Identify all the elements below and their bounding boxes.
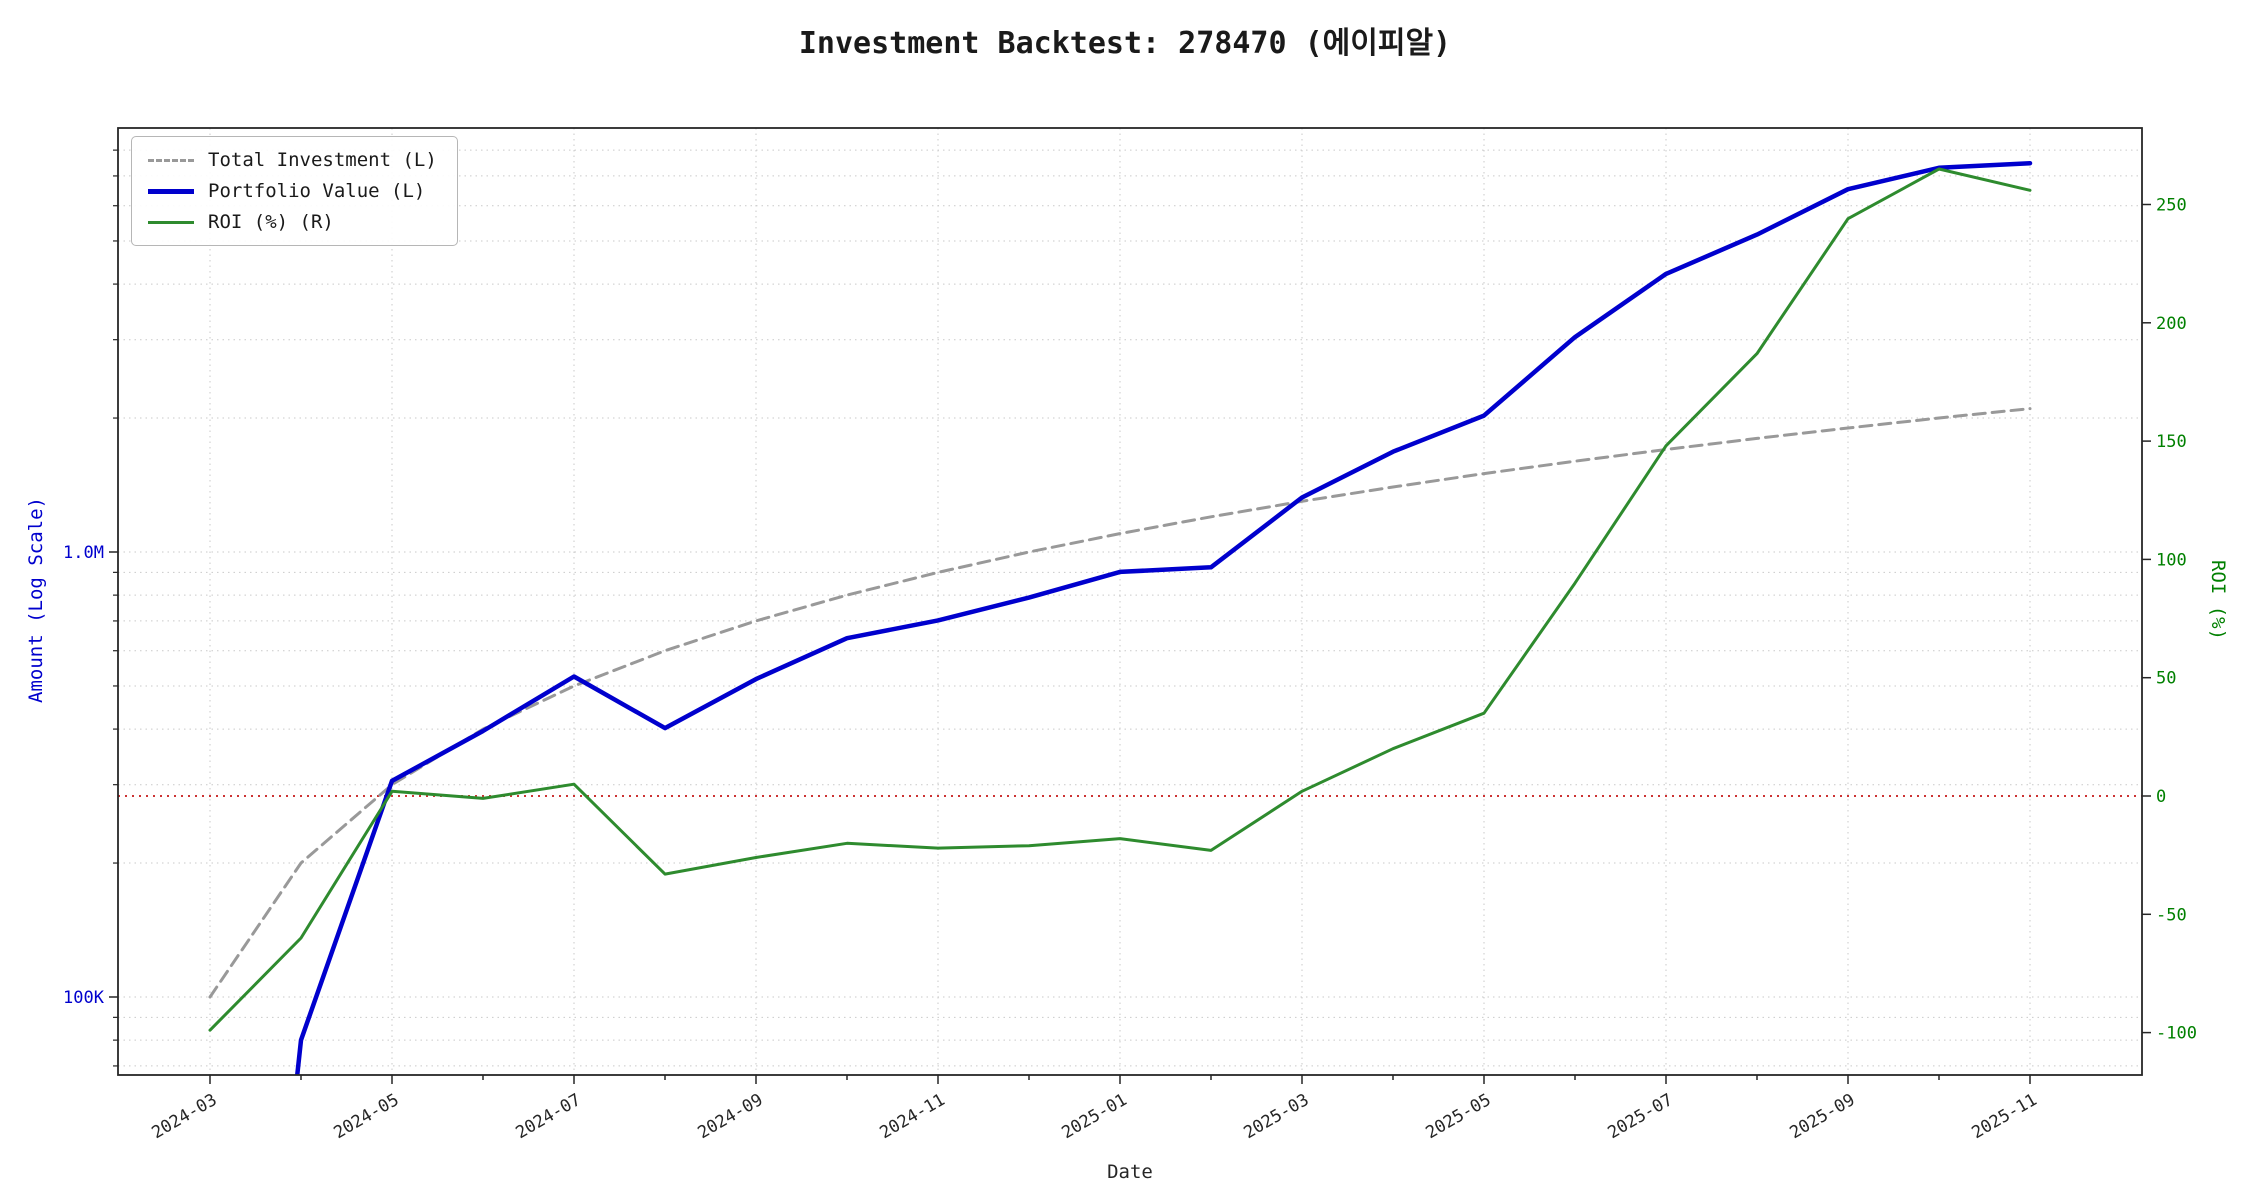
x-tick-label: 2025-03 (1240, 1090, 1312, 1143)
series-roi-line (208, 167, 2032, 1032)
legend: Total Investment (L) Portfolio Value (L)… (131, 136, 458, 246)
right-tick-label: 50 (2156, 669, 2176, 689)
x-tick-label: 2025-11 (1968, 1090, 2040, 1143)
legend-label-roi: ROI (%) (R) (208, 211, 334, 233)
x-tick-label: 2024-05 (330, 1090, 402, 1143)
right-tick-label: 250 (2156, 196, 2187, 216)
legend-swatch-roi (148, 220, 194, 224)
right-tick-label: -50 (2156, 905, 2187, 925)
x-tick-label: 2025-01 (1058, 1090, 1130, 1143)
legend-swatch-portfolio-value (148, 188, 194, 194)
right-tick-label: 100 (2156, 550, 2187, 570)
legend-item-total-investment: Total Investment (L) (148, 149, 437, 171)
gridlines (118, 128, 2142, 1075)
left-tick-label: 1.0M (63, 543, 104, 563)
x-tick-label: 2024-11 (876, 1090, 948, 1143)
x-tick-label: 2024-09 (694, 1090, 766, 1143)
x-axis-title: Date (1107, 1161, 1153, 1183)
legend-label-total-investment: Total Investment (L) (208, 149, 437, 171)
right-tick-label: 200 (2156, 314, 2187, 334)
x-tick-label: 2024-07 (512, 1090, 584, 1143)
legend-item-portfolio-value: Portfolio Value (L) (148, 180, 437, 202)
x-tick-label: 2025-07 (1604, 1090, 1676, 1143)
series-portfolio_value-line (294, 160, 2033, 1075)
x-tick-label: 2024-03 (148, 1090, 220, 1143)
legend-label-portfolio-value: Portfolio Value (L) (208, 180, 426, 202)
right-tick-label: -100 (2156, 1024, 2197, 1044)
left-axis-title: Amount (Log Scale) (25, 497, 47, 703)
x-tick-label: 2025-09 (1786, 1090, 1858, 1143)
legend-swatch-total-investment (148, 158, 194, 162)
plot-frame (117, 127, 2143, 1076)
x-tick-label: 2025-05 (1422, 1090, 1494, 1143)
legend-item-roi: ROI (%) (R) (148, 211, 437, 233)
right-tick-label: 0 (2156, 787, 2166, 807)
right-tick-label: 150 (2156, 432, 2187, 452)
right-axis-title: ROI (%) (2207, 559, 2229, 641)
axis-ticks: 2024-03 2024-05 2024-07 2024-09 2024-11 2025-… (63, 149, 2197, 1143)
left-tick-label: 100K (63, 988, 105, 1008)
chart-title: Investment Backtest: 278470 (에이피알) (798, 26, 1452, 61)
